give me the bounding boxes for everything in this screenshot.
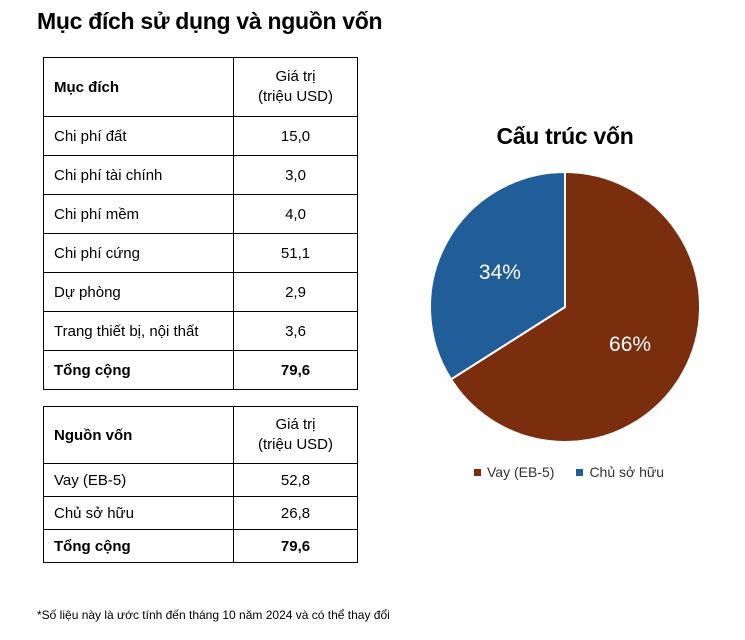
page-title: Mục đích sử dụng và nguồn vốn <box>37 8 383 34</box>
sources-table: Nguồn vốn Giá trị (triệu USD) Vay (EB-5)… <box>43 406 358 563</box>
table-row: Dự phòng 2,9 <box>43 272 358 312</box>
total-value: 79,6 <box>233 529 358 563</box>
table-row: Chi phí cứng 51,1 <box>43 233 358 273</box>
header-source: Nguồn vốn <box>43 406 234 464</box>
legend-item-equity: Chủ sở hữu <box>576 464 664 480</box>
row-label: Trang thiết bị, nội thất <box>43 311 234 351</box>
table-row: Vay (EB-5) 52,8 <box>43 463 358 497</box>
total-label: Tổng cộng <box>43 350 234 390</box>
table-row: Chi phí tài chính 3,0 <box>43 155 358 195</box>
row-label: Vay (EB-5) <box>43 463 234 497</box>
pie-slice-equity <box>429 170 566 381</box>
total-label: Tổng cộng <box>43 529 234 563</box>
chart-title: Cấu trúc vốn <box>496 123 634 149</box>
row-label: Chi phí đất <box>43 116 234 156</box>
total-value: 79,6 <box>233 350 358 390</box>
total-row: Tổng cộng 79,6 <box>43 350 358 390</box>
legend-swatch <box>576 468 584 476</box>
row-label: Chi phí tài chính <box>43 155 234 195</box>
table-header-row: Mục đích Giá trị (triệu USD) <box>43 57 358 117</box>
row-value: 15,0 <box>233 116 358 156</box>
row-label: Chủ sở hữu <box>43 496 234 530</box>
row-value: 3,6 <box>233 311 358 351</box>
row-value: 52,8 <box>233 463 358 497</box>
footnote: *Số liệu này là ước tính đến tháng 10 nă… <box>37 608 390 622</box>
row-value: 26,8 <box>233 496 358 530</box>
pie-slice-loan <box>449 170 701 443</box>
header-value-line1: Giá trị <box>275 68 316 85</box>
legend-swatch <box>474 468 481 476</box>
legend-label: Chủ sở hữu <box>589 464 665 480</box>
row-label: Chi phí mềm <box>43 194 234 234</box>
row-label: Chi phí cứng <box>43 233 234 273</box>
legend-item-loan: Vay (EB-5) <box>474 464 554 480</box>
chart-legend: Vay (EB-5) Chủ sở hữu <box>474 464 664 480</box>
header-value-line2: (triệu USD) <box>257 88 333 105</box>
header-value-line1: Giá trị <box>275 416 316 433</box>
header-purpose: Mục đích <box>43 57 234 117</box>
table-header-row: Nguồn vốn Giá trị (triệu USD) <box>43 406 358 464</box>
row-value: 51,1 <box>233 233 358 273</box>
header-value: Giá trị (triệu USD) <box>233 406 358 464</box>
table-row: Chi phí đất 15,0 <box>43 116 358 156</box>
total-row: Tổng cộng 79,6 <box>43 529 358 563</box>
header-value: Giá trị (triệu USD) <box>233 57 358 117</box>
row-value: 3,0 <box>233 155 358 195</box>
legend-label: Vay (EB-5) <box>487 464 555 480</box>
table-row: Chủ sở hữu 26,8 <box>43 496 358 530</box>
table-row: Chi phí mềm 4,0 <box>43 194 358 234</box>
pie-chart: 66% 34% <box>429 170 701 443</box>
header-value-line2: (triệu USD) <box>257 436 333 453</box>
table-row: Trang thiết bị, nội thất 3,6 <box>43 311 358 351</box>
pie-data-label: 66% <box>609 333 651 356</box>
uses-table: Mục đích Giá trị (triệu USD) Chi phí đất… <box>43 57 358 390</box>
row-value: 2,9 <box>233 272 358 312</box>
row-value: 4,0 <box>233 194 358 234</box>
pie-data-label: 34% <box>479 261 521 284</box>
row-label: Dự phòng <box>43 272 234 312</box>
